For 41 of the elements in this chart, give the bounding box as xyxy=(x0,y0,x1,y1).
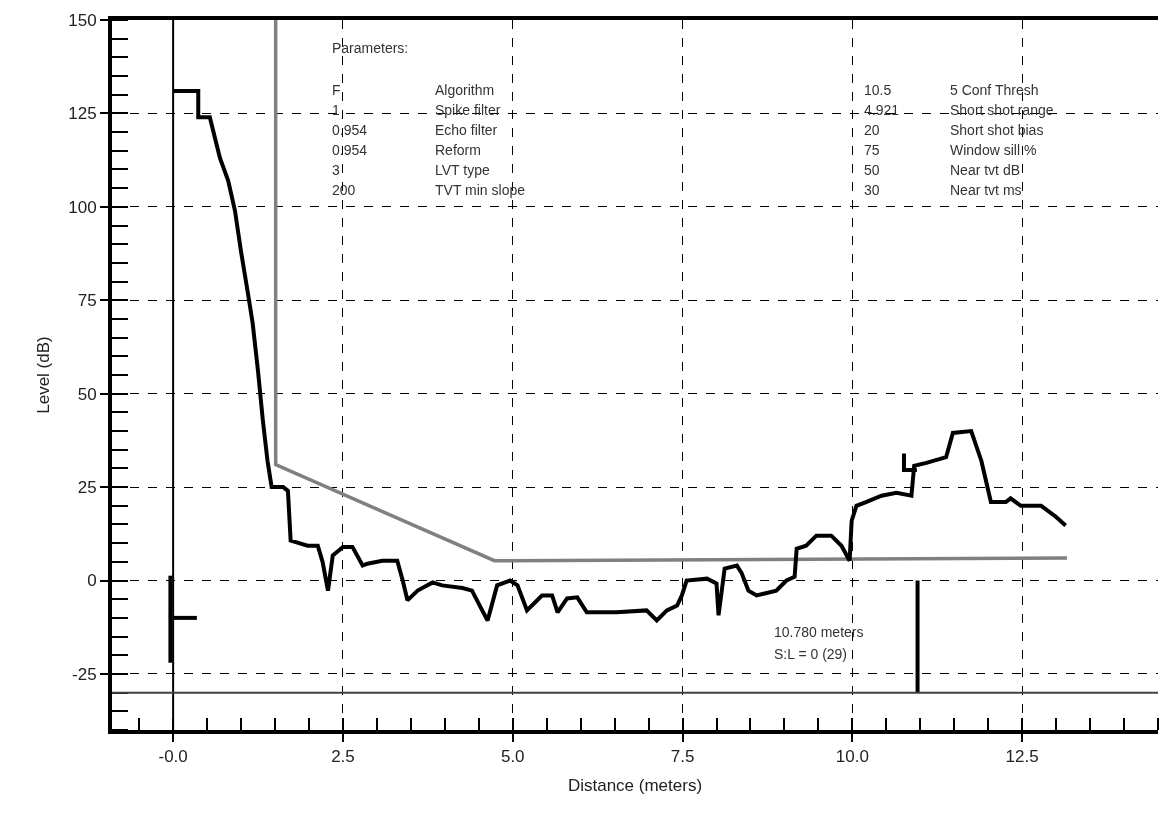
y-tick-label: 25 xyxy=(77,478,97,498)
annotation: 20 xyxy=(864,122,880,138)
x-tick-label: 12.5 xyxy=(1005,747,1039,767)
y-tick-label: -25 xyxy=(72,664,97,684)
annotation: 50 xyxy=(864,162,880,178)
annotation: TVT min slope xyxy=(435,182,526,198)
annotation: S:L = 0 (29) xyxy=(774,646,848,662)
y-tick-label: 50 xyxy=(77,384,97,404)
annotation: F xyxy=(332,82,341,98)
annotation: Spike filter xyxy=(435,102,501,118)
x-axis-title: Distance (meters) xyxy=(567,776,703,796)
annotation: LVT type xyxy=(435,162,490,178)
annotation: 200 xyxy=(332,182,356,198)
annotation: Short shot range xyxy=(950,102,1054,118)
y-axis-title: Level (dB) xyxy=(34,336,54,414)
annotation: 3 xyxy=(332,162,340,178)
annotation: 30 xyxy=(864,182,880,198)
annotation: Window sill % xyxy=(950,142,1037,158)
annotation: 10.780 meters xyxy=(774,624,864,640)
x-tick-label: 7.5 xyxy=(670,747,695,767)
x-tick-label: 5.0 xyxy=(500,747,525,767)
y-tick-label: 150 xyxy=(68,10,97,30)
annotation: 5 Conf Thresh xyxy=(950,82,1039,98)
x-tick-label: 10.0 xyxy=(835,747,869,767)
y-tick-label: 75 xyxy=(77,291,97,311)
annotation: 4.921 xyxy=(864,102,900,118)
annotation: Near tvt ms xyxy=(950,182,1022,198)
annotation: Reform xyxy=(435,142,481,158)
annotation: Parameters: xyxy=(332,40,409,56)
annotation: Short shot bias xyxy=(950,122,1044,138)
annotation: Echo filter xyxy=(435,122,498,138)
x-tick-label: -0.0 xyxy=(158,747,188,767)
y-tick-label: 0 xyxy=(87,571,97,591)
annotation: 10.5 xyxy=(864,82,892,98)
y-tick-label: 100 xyxy=(68,197,97,217)
y-tick-label: 125 xyxy=(68,104,97,124)
annotation: 0.954 xyxy=(332,122,368,138)
annotation: Algorithm xyxy=(435,82,495,98)
annotation: Near tvt dB xyxy=(950,162,1021,178)
annotation: 75 xyxy=(864,142,880,158)
x-tick-label: 2.5 xyxy=(331,747,355,767)
